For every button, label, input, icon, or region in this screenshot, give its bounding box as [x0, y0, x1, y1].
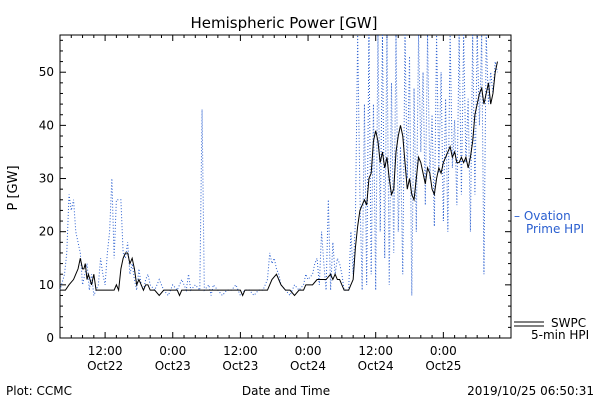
- footer-timestamp: 2019/10/25 06:50:31: [467, 384, 594, 398]
- legend-swpc-label-2: 5-min HPI: [531, 328, 589, 342]
- y-axis-ticks: 0 10 20 30 40 50: [39, 39, 511, 345]
- plot-area: [59, 34, 512, 339]
- legend-ovation-label-1: – Ovation: [514, 209, 571, 223]
- x-tick-date-label: Oct24: [290, 359, 326, 373]
- series-line-swpc: [60, 61, 498, 297]
- legend-ovation-label-2: Prime HPI: [526, 222, 584, 236]
- y-tick-label: 50: [39, 65, 54, 79]
- x-tick-date-label: Oct22: [87, 359, 123, 373]
- x-tick-date-label: Oct23: [222, 359, 258, 373]
- chart-title: Hemispheric Power [GW]: [191, 14, 378, 32]
- y-tick-label: 40: [39, 118, 54, 132]
- y-tick-label: 10: [39, 278, 54, 292]
- x-tick-time-label: 0:00: [295, 344, 322, 358]
- x-tick-date-label: Oct23: [155, 359, 191, 373]
- y-tick-label: 30: [39, 172, 54, 186]
- x-tick-time-label: 0:00: [430, 344, 457, 358]
- footer-plot-credit: Plot: CCMC: [6, 384, 72, 398]
- x-tick-time-label: 12:00: [358, 344, 393, 358]
- y-axis-label: P [GW]: [6, 165, 21, 210]
- x-axis-ticks: 12:00Oct220:00Oct2312:00Oct230:00Oct2412…: [59, 35, 512, 373]
- x-tick-time-label: 12:00: [223, 344, 258, 358]
- y-tick-label: 20: [39, 225, 54, 239]
- x-tick-date-label: Oct25: [425, 359, 461, 373]
- series-line-ovation: [59, 34, 498, 298]
- x-axis-label: Date and Time: [242, 384, 330, 398]
- x-tick-time-label: 12:00: [88, 344, 123, 358]
- x-tick-date-label: Oct24: [358, 359, 394, 373]
- y-tick-label: 0: [46, 331, 54, 345]
- legend-swpc-label-1: SWPC: [551, 316, 586, 330]
- x-tick-time-label: 0:00: [159, 344, 186, 358]
- series-group: [59, 34, 498, 298]
